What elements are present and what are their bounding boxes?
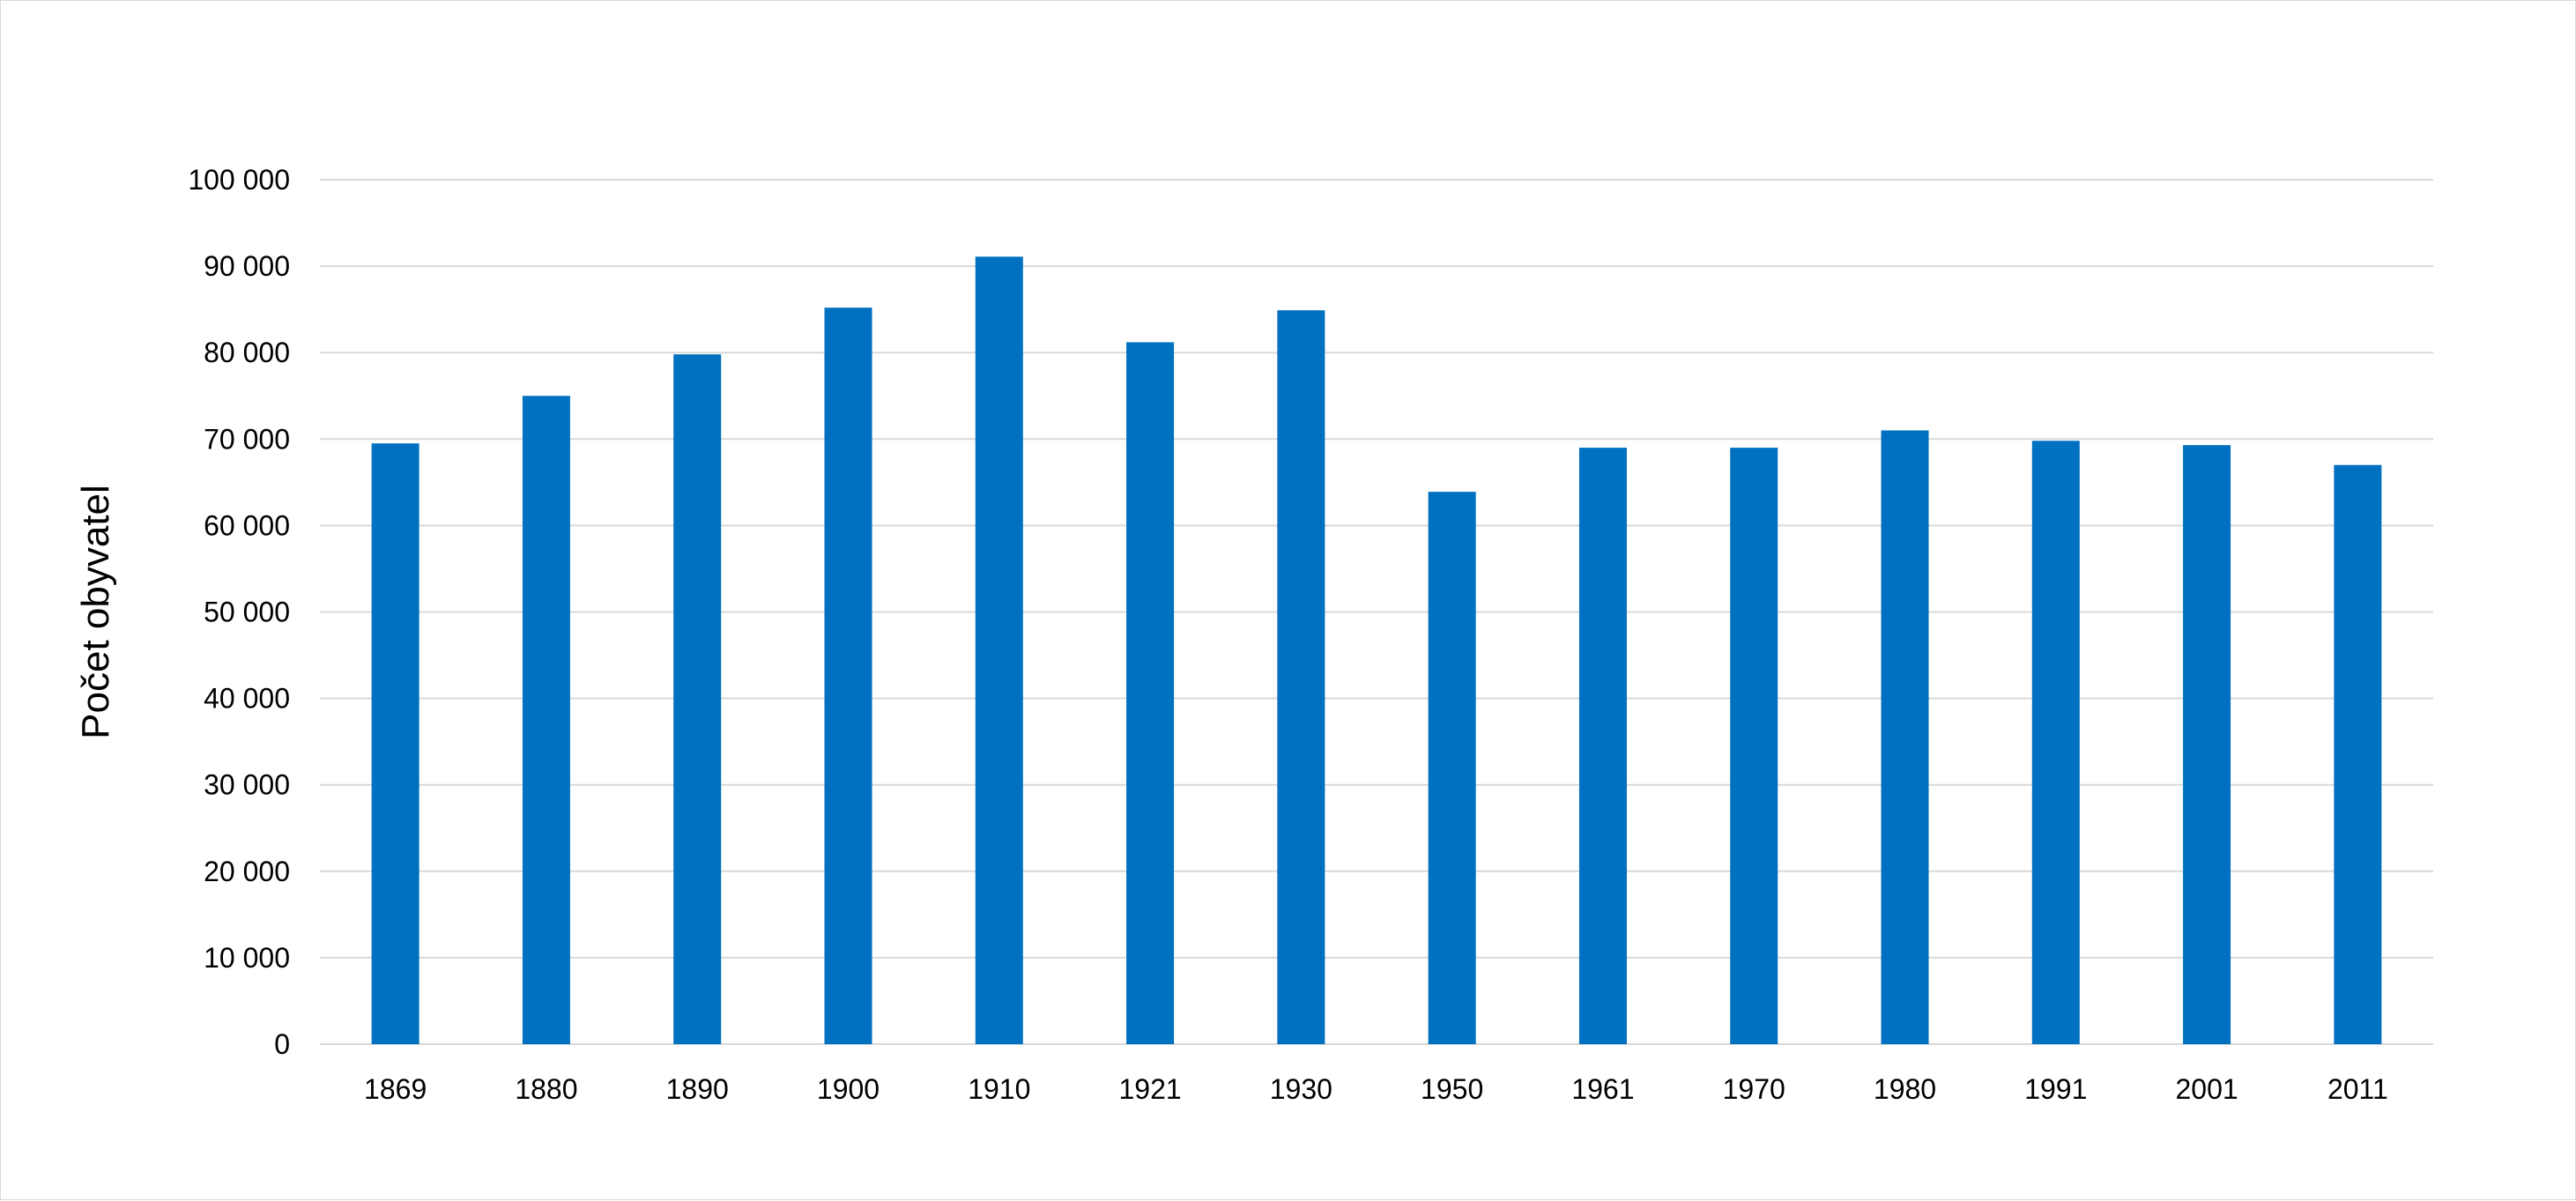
y-tick-label: 20 000 [204,856,290,887]
x-tick-label: 1921 [1118,1073,1181,1105]
y-tick-label: 90 000 [204,250,290,282]
y-tick-label: 0 [274,1028,290,1060]
y-tick-label: 60 000 [204,509,290,541]
bar-2011 [2334,464,2382,1044]
y-tick-label: 50 000 [204,597,290,628]
y-tick-label: 80 000 [204,337,290,368]
y-tick-label: 30 000 [204,769,290,801]
x-tick-label: 1950 [1421,1073,1483,1105]
bar-1980 [1881,430,1929,1044]
x-tick-label: 1869 [364,1073,427,1105]
bar-1961 [1578,448,1627,1044]
bar-1900 [824,308,872,1044]
x-tick-label: 1991 [2024,1073,2087,1105]
x-tick-label: 1880 [515,1073,577,1105]
x-tick-label: 1980 [1874,1073,1936,1105]
x-tick-label: 2001 [2175,1073,2238,1105]
bar-1930 [1277,310,1325,1045]
x-axis-ticks: 1869 1880 1890 1900 1910 1921 1930 1950 1961 1970… [364,1073,2388,1105]
bar-1921 [1126,342,1175,1045]
x-tick-label: 1890 [666,1073,729,1105]
bar-1991 [2031,441,2080,1045]
bar-1970 [1730,448,1778,1044]
y-tick-label: 100 000 [188,164,290,196]
bars [371,256,2382,1045]
bar-1910 [975,256,1023,1045]
y-tick-label: 70 000 [204,423,290,455]
y-tick-label: 40 000 [204,683,290,715]
y-axis-ticks: 0 10 000 20 000 30 000 40 000 50 000 60 000 70 … [188,164,290,1060]
y-axis-title: Počet obyvatel [74,485,117,739]
x-tick-label: 1961 [1571,1073,1634,1105]
y-tick-label: 10 000 [204,942,290,974]
bar-1880 [522,396,570,1044]
bar-1869 [371,443,419,1045]
x-tick-label: 1930 [1270,1073,1333,1105]
bar-1890 [673,354,722,1044]
x-tick-label: 2011 [2327,1073,2388,1105]
gridlines [320,179,2433,1045]
bar-1950 [1428,492,1476,1044]
bar-2001 [2183,445,2231,1044]
x-tick-label: 1970 [1723,1073,1785,1105]
x-tick-label: 1900 [817,1073,880,1105]
x-tick-label: 1910 [968,1073,1030,1105]
